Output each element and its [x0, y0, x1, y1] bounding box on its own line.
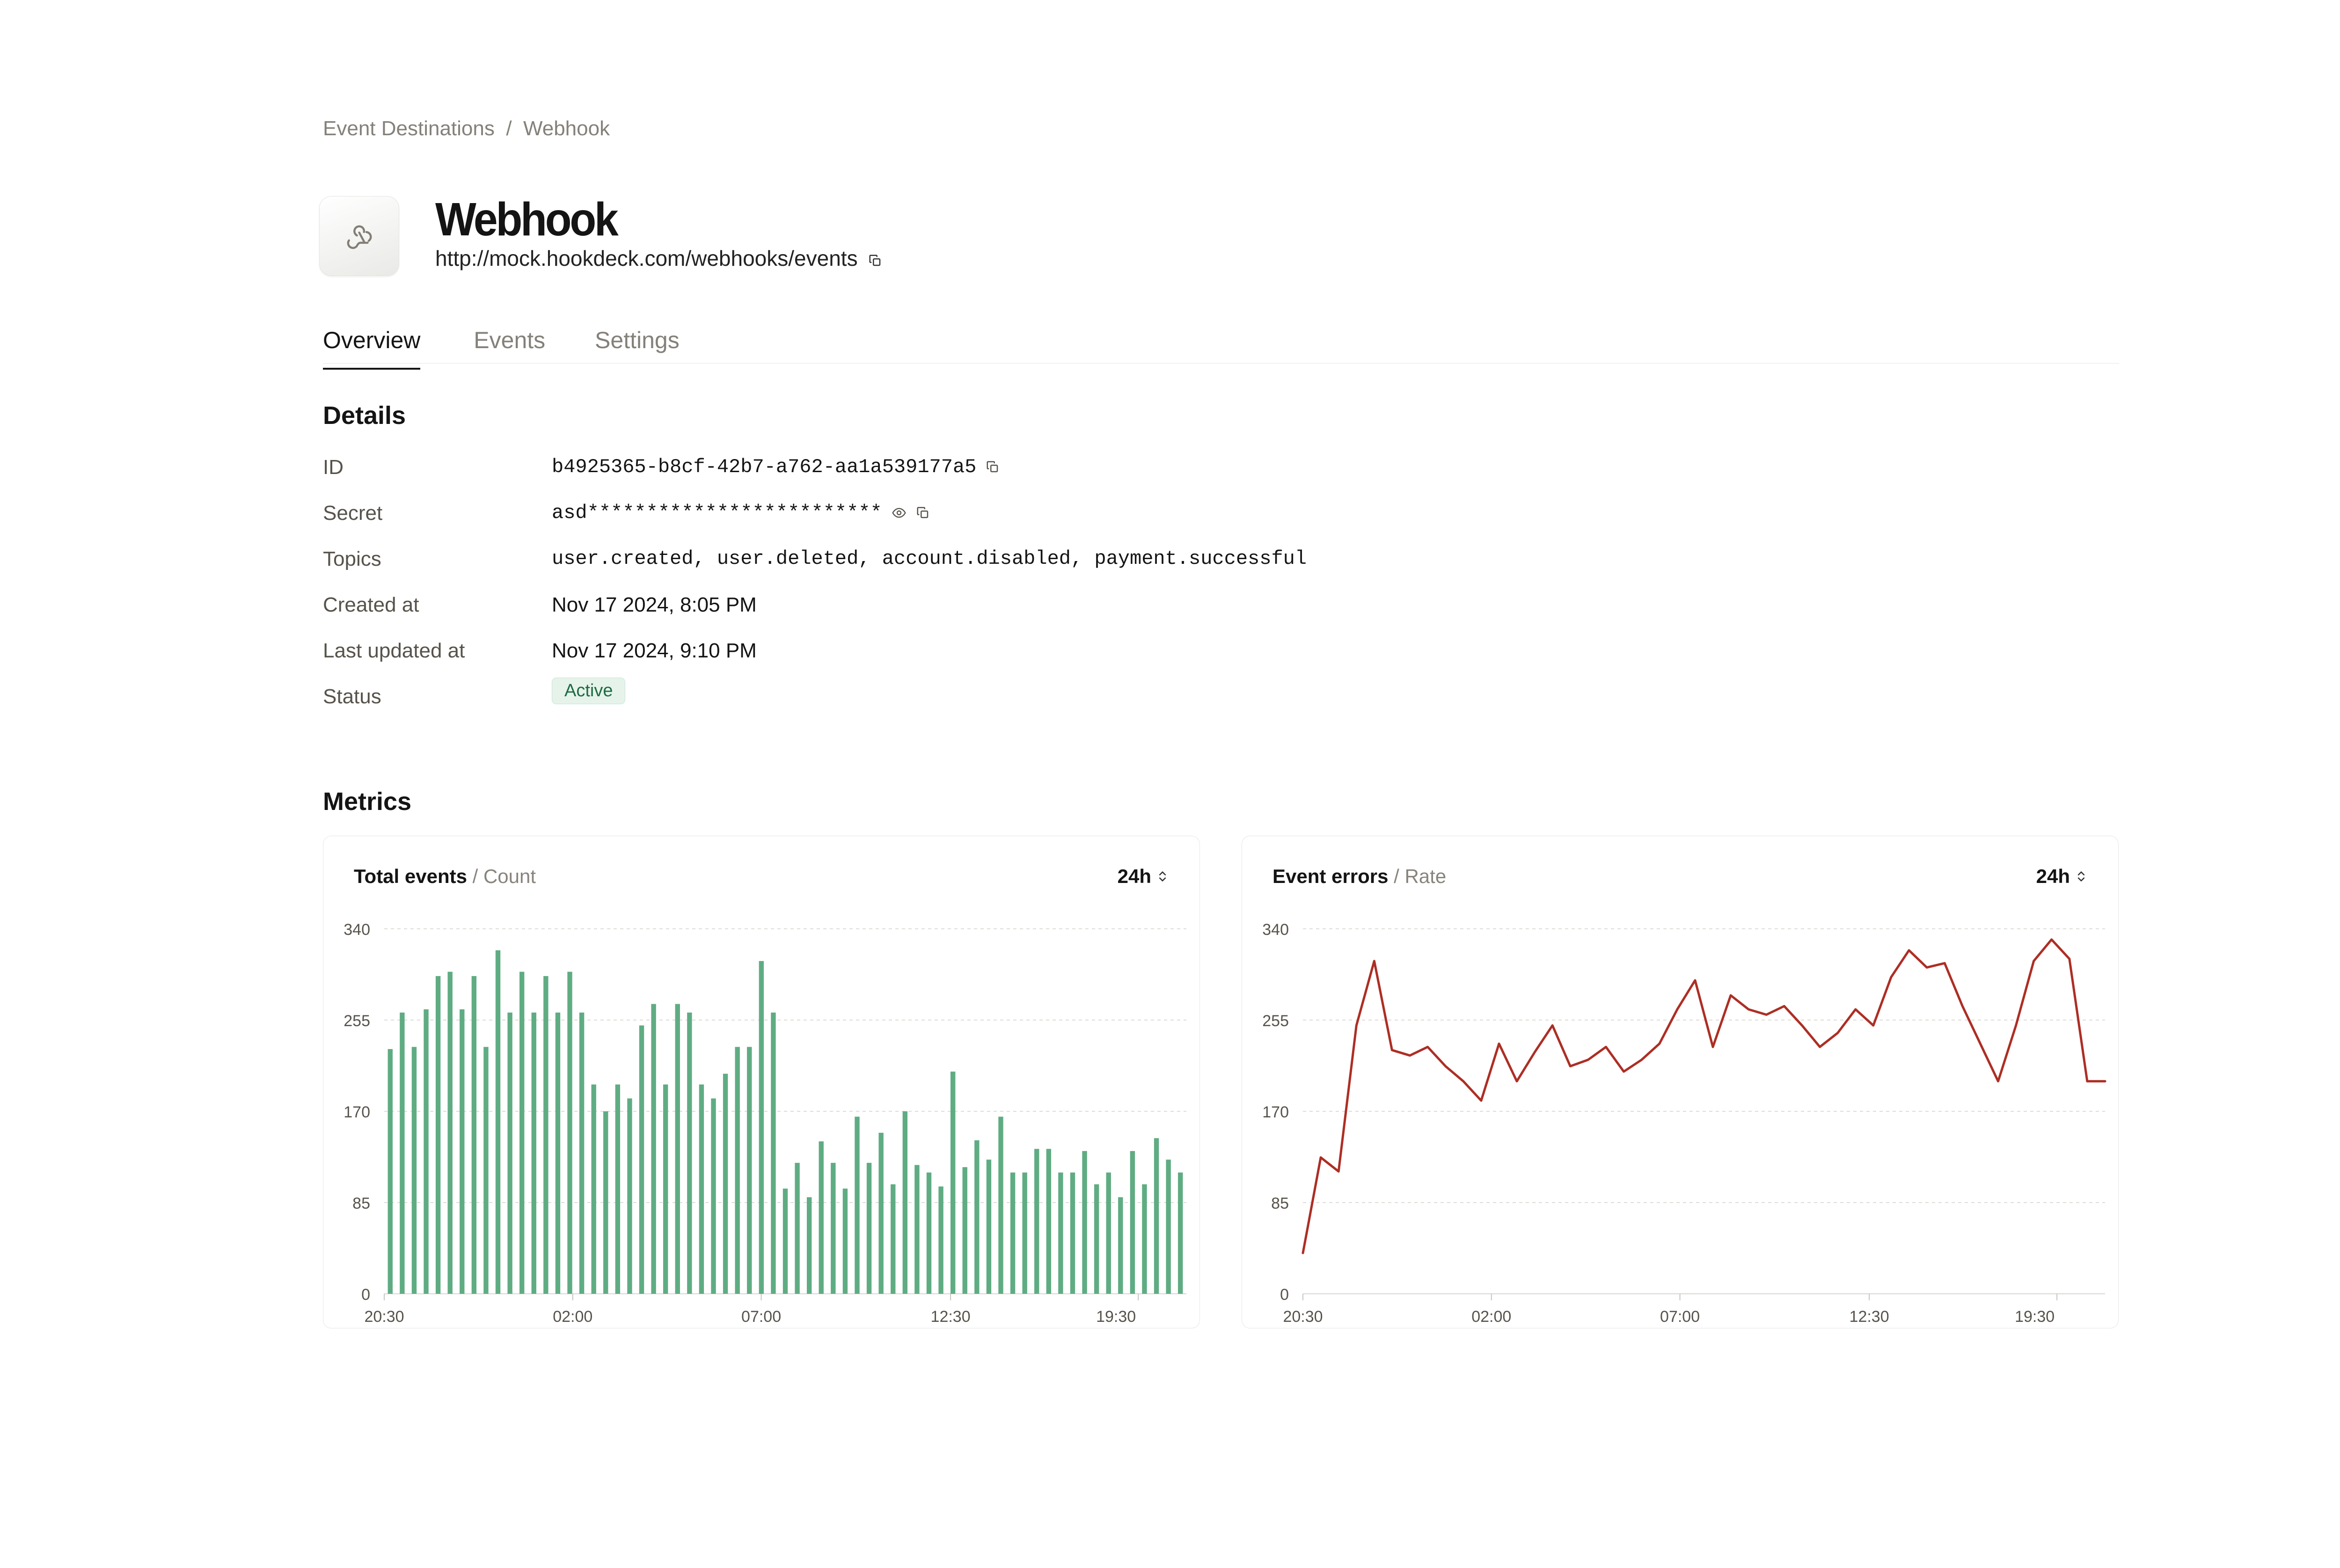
svg-text:340: 340	[1262, 921, 1289, 939]
svg-text:07:00: 07:00	[1660, 1308, 1700, 1326]
svg-text:85: 85	[352, 1195, 370, 1212]
svg-text:85: 85	[1271, 1195, 1289, 1212]
svg-text:19:30: 19:30	[2015, 1308, 2055, 1326]
svg-text:20:30: 20:30	[364, 1308, 404, 1326]
svg-text:170: 170	[344, 1103, 370, 1121]
svg-text:20:30: 20:30	[1283, 1308, 1323, 1326]
svg-text:340: 340	[344, 921, 370, 939]
svg-text:12:30: 12:30	[1850, 1308, 1889, 1326]
svg-text:255: 255	[344, 1012, 370, 1030]
svg-text:255: 255	[1262, 1012, 1289, 1030]
svg-text:12:30: 12:30	[931, 1308, 971, 1326]
svg-text:19:30: 19:30	[1096, 1308, 1136, 1326]
svg-text:170: 170	[1262, 1103, 1289, 1121]
svg-text:0: 0	[361, 1286, 370, 1304]
svg-text:02:00: 02:00	[1471, 1308, 1511, 1326]
svg-text:07:00: 07:00	[741, 1308, 781, 1326]
svg-text:02:00: 02:00	[553, 1308, 592, 1326]
svg-text:0: 0	[1280, 1286, 1289, 1304]
